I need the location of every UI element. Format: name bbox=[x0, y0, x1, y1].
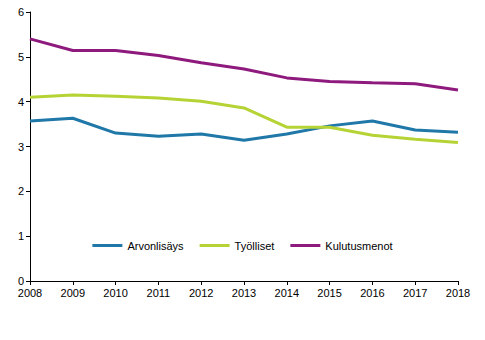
svg-text:3: 3 bbox=[18, 141, 24, 153]
svg-text:2017: 2017 bbox=[403, 287, 427, 299]
svg-text:2016: 2016 bbox=[360, 287, 384, 299]
svg-text:1: 1 bbox=[18, 230, 24, 242]
svg-text:2018: 2018 bbox=[446, 287, 470, 299]
svg-text:4: 4 bbox=[18, 96, 24, 108]
svg-text:6: 6 bbox=[18, 6, 24, 18]
svg-text:2: 2 bbox=[18, 185, 24, 197]
svg-text:0: 0 bbox=[18, 275, 24, 287]
svg-text:2014: 2014 bbox=[275, 287, 299, 299]
svg-text:Arvonlisäys: Arvonlisäys bbox=[127, 240, 184, 252]
svg-text:5: 5 bbox=[18, 51, 24, 63]
svg-text:Kulutusmenot: Kulutusmenot bbox=[325, 240, 392, 252]
svg-text:2012: 2012 bbox=[189, 287, 213, 299]
svg-text:2008: 2008 bbox=[18, 287, 42, 299]
svg-text:2011: 2011 bbox=[147, 287, 171, 299]
svg-text:2009: 2009 bbox=[61, 287, 85, 299]
svg-text:2010: 2010 bbox=[103, 287, 127, 299]
svg-text:Työlliset: Työlliset bbox=[235, 240, 275, 252]
svg-text:2013: 2013 bbox=[232, 287, 256, 299]
svg-text:2015: 2015 bbox=[317, 287, 341, 299]
